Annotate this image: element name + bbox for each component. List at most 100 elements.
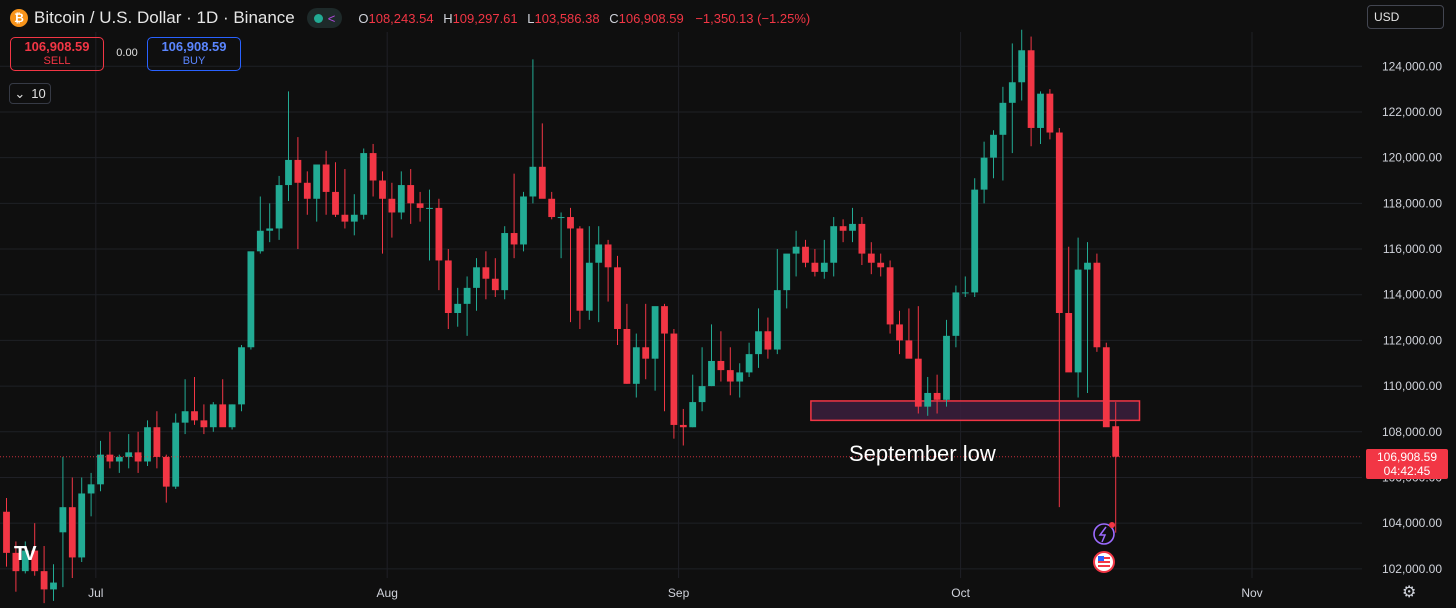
candle xyxy=(623,303,631,384)
candle-body xyxy=(1074,269,1082,373)
candle xyxy=(839,219,847,243)
candle-body xyxy=(642,347,650,359)
candle xyxy=(1055,127,1063,508)
candle xyxy=(106,431,114,469)
candle-body xyxy=(510,233,518,245)
quantity-dropdown[interactable]: ⌄ 10 xyxy=(9,83,51,104)
candle xyxy=(924,376,932,416)
candle-body xyxy=(78,493,86,558)
candle xyxy=(21,541,29,574)
candle-body xyxy=(247,251,255,348)
price-tick-label: 118,000.00 xyxy=(1383,196,1442,210)
september-low-label[interactable]: September low xyxy=(849,441,996,466)
sell-button[interactable]: 106,908.59 SELL xyxy=(10,37,104,71)
candle-body xyxy=(219,404,227,428)
candle xyxy=(755,308,762,368)
candle-body xyxy=(68,507,76,558)
candle-body xyxy=(576,228,584,311)
candle xyxy=(125,434,133,469)
candle xyxy=(510,173,518,259)
candle xyxy=(538,123,546,199)
candle xyxy=(435,198,443,291)
candle-body xyxy=(106,454,114,462)
candle xyxy=(1065,246,1073,373)
candlestick-series xyxy=(3,29,1120,604)
candle-body xyxy=(764,331,772,350)
candle-body xyxy=(755,331,762,355)
candle-body xyxy=(830,226,838,263)
candle xyxy=(426,189,433,261)
symbol-title[interactable]: Bitcoin / U.S. Dollar · 1D · Binance xyxy=(34,8,295,27)
candle-body xyxy=(914,358,922,407)
candle-body xyxy=(482,267,490,279)
candle-body xyxy=(679,424,687,428)
status-pill[interactable]: < xyxy=(306,8,343,28)
ohlc-readout: O108,243.54 H109,297.61 L103,586.38 C106… xyxy=(358,10,811,26)
candle-body xyxy=(87,484,95,494)
zone-rect[interactable] xyxy=(810,400,1141,422)
candle-body xyxy=(538,166,546,199)
candle xyxy=(50,564,57,601)
us-flag-event-icon[interactable] xyxy=(1093,551,1115,573)
candle-body xyxy=(689,402,697,428)
candle-body xyxy=(867,253,875,263)
candle xyxy=(1112,402,1120,533)
candle-body xyxy=(623,328,631,384)
high-value: 109,297.61 xyxy=(452,10,518,26)
candle xyxy=(952,285,960,348)
candle-body xyxy=(585,262,593,311)
candle-body xyxy=(1102,347,1110,428)
september-low-zone[interactable] xyxy=(810,400,1141,422)
candle-body xyxy=(97,454,104,485)
candle xyxy=(209,402,217,432)
candle xyxy=(68,477,76,578)
candle-body xyxy=(792,246,800,254)
candle-body xyxy=(454,303,462,313)
settings-gear-icon[interactable]: ⚙ xyxy=(1402,584,1417,601)
candle xyxy=(219,379,227,428)
tradingview-logo[interactable]: TV xyxy=(14,543,37,565)
chevron-down-icon: ⌄ xyxy=(14,85,26,101)
close-value: 106,908.59 xyxy=(618,10,684,26)
candle-body xyxy=(256,230,264,252)
candle xyxy=(247,251,255,350)
candle-body xyxy=(200,420,208,428)
candle-body xyxy=(21,550,29,572)
candle xyxy=(482,251,490,300)
candle xyxy=(679,408,687,446)
buy-price: 106,908.59 xyxy=(161,39,227,54)
candle xyxy=(585,226,593,320)
candle xyxy=(1046,89,1054,140)
candle xyxy=(303,171,311,215)
candle-body xyxy=(379,180,386,199)
spread-value: 0.00 xyxy=(116,47,138,59)
chart-grid xyxy=(0,32,1362,578)
candle xyxy=(3,498,10,567)
price-axis[interactable]: 124,000.00 122,000.00 120,000.00 118,000.00… xyxy=(1382,59,1442,576)
price-tick-label: 104,000.00 xyxy=(1382,516,1442,530)
candle-body xyxy=(933,392,941,400)
candle xyxy=(275,175,283,240)
candle xyxy=(830,217,838,277)
candle xyxy=(999,86,1007,181)
candle-body xyxy=(905,340,913,359)
candle-body xyxy=(745,354,753,373)
candle xyxy=(78,477,86,563)
candle-body xyxy=(31,550,39,572)
ai-insight-icon[interactable] xyxy=(1093,522,1115,545)
share-icon[interactable]: < xyxy=(327,10,336,26)
buy-button[interactable]: 106,908.59 BUY xyxy=(147,37,241,71)
candle xyxy=(454,287,462,327)
candle xyxy=(802,239,809,268)
candle-body xyxy=(1055,132,1063,313)
candle xyxy=(877,253,885,277)
time-axis[interactable]: Jul Aug Sep Oct Nov xyxy=(88,586,1263,600)
candle-body xyxy=(332,191,339,215)
candle-body xyxy=(971,189,979,293)
candle xyxy=(416,191,424,222)
candle-body xyxy=(435,207,443,261)
buy-label: BUY xyxy=(182,55,206,67)
candle xyxy=(1074,237,1082,398)
currency-select[interactable]: USD xyxy=(1367,5,1444,29)
